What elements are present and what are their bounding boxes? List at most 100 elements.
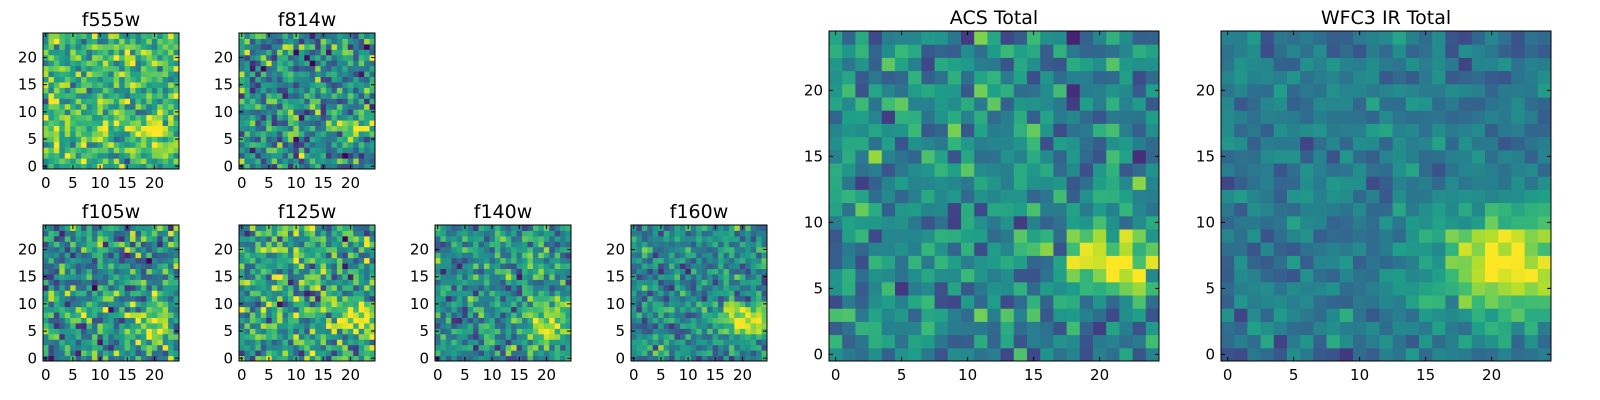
heatmap-cell [1511,176,1526,190]
heatmap-cell [271,295,278,302]
heatmap-cell [358,38,365,45]
heatmap-cell [336,98,343,105]
heatmap-cell [130,130,136,137]
heatmap-cell [81,92,88,99]
heatmap-cell [309,295,316,302]
heatmap-cell [282,152,289,159]
heatmap-cell [53,230,60,237]
heatmap-cell [554,284,561,291]
heatmap-cell [560,301,567,308]
heatmap-cell [1273,215,1288,230]
heatmap-cell [842,321,856,336]
heatmap-cell [277,141,284,148]
heatmap-cell [91,355,98,362]
heatmap-cell [554,273,561,280]
heatmap-cell [1000,334,1015,349]
heatmap-cell [1079,44,1094,58]
heatmap-cell [347,328,354,335]
heatmap-cell [934,215,949,230]
heatmap-cell [855,295,870,309]
heatmap-cell [565,317,572,324]
heatmap-cell [271,76,278,83]
heatmap-cell [494,235,501,242]
heatmap-cell [1106,44,1120,58]
heatmap-cell [473,225,480,231]
heatmap-cell [239,339,245,346]
heatmap-cell [505,225,512,231]
heatmap-cell [173,339,180,346]
heatmap-cell [331,130,338,137]
heatmap-cell [718,333,724,340]
heatmap-cell [293,306,300,313]
heatmap-cell [157,273,164,280]
heatmap-cell [255,328,262,335]
heatmap-cell [974,70,988,85]
heatmap-cell [336,152,343,159]
y-tick-label: 5 [419,322,429,340]
heatmap-cell [1537,202,1552,217]
heatmap-cell [86,81,93,88]
heatmap-cell [1234,163,1248,177]
heatmap-cell [456,252,463,259]
heatmap-cell [974,149,988,164]
heatmap-cell [712,295,719,302]
heatmap-cell [140,87,147,94]
heatmap-cell [277,120,284,126]
heatmap-cell [868,189,883,204]
heatmap-cell [140,33,147,39]
heatmap-cell [249,290,256,297]
heatmap-cell [663,350,670,357]
heatmap-cell [1000,229,1015,243]
heatmap-cell [260,33,267,39]
heatmap-cell [489,263,496,270]
heatmap-cell [1458,281,1473,296]
heatmap-cell [1040,189,1054,204]
heatmap-cell [723,252,730,259]
heatmap-cell [43,114,49,121]
heatmap-cell [1132,44,1147,58]
heatmap-cell [1419,242,1433,256]
heatmap-cell [162,65,169,72]
heatmap-cell [298,43,305,50]
heatmap-cell [86,279,93,286]
heatmap-cell [445,317,452,324]
heatmap-cell [842,163,856,177]
heatmap-cell [1079,31,1094,45]
heatmap-cell [631,284,637,291]
heatmap-cell [315,246,322,253]
heatmap-cell [358,350,365,357]
heatmap-cell [43,76,49,83]
heatmap-cell [130,120,136,126]
heatmap-cell [331,103,338,110]
heatmap-cell [934,242,949,256]
heatmap-cell [669,284,676,291]
heatmap-cell [1485,268,1499,283]
heatmap-cell [1119,163,1134,177]
heatmap-cell [75,92,82,99]
heatmap-cell [652,284,659,291]
heatmap-cell [260,279,267,286]
heatmap-cell [342,109,349,116]
heatmap-cell [64,120,71,126]
heatmap-cell [315,339,322,346]
heatmap-cell [1040,268,1054,283]
heatmap-cell [249,147,256,154]
heatmap-cell [168,279,175,286]
heatmap-cell [97,246,104,253]
heatmap-cell [1013,83,1028,98]
heatmap-cell [119,49,126,56]
heatmap-cell [1366,163,1380,177]
heatmap-cell [712,290,719,297]
heatmap-cell [157,141,164,148]
heatmap-cell [1419,176,1433,190]
heatmap-cell [745,235,752,242]
heatmap-cell [59,290,66,297]
heatmap-cell [756,333,763,340]
heatmap-cell [97,263,104,270]
heatmap-cell [309,263,316,270]
heatmap-cell [309,152,316,159]
heatmap-cell [987,97,1002,111]
heatmap-cell [855,44,870,58]
heatmap-cell [168,76,175,83]
heatmap-cell [679,317,686,324]
